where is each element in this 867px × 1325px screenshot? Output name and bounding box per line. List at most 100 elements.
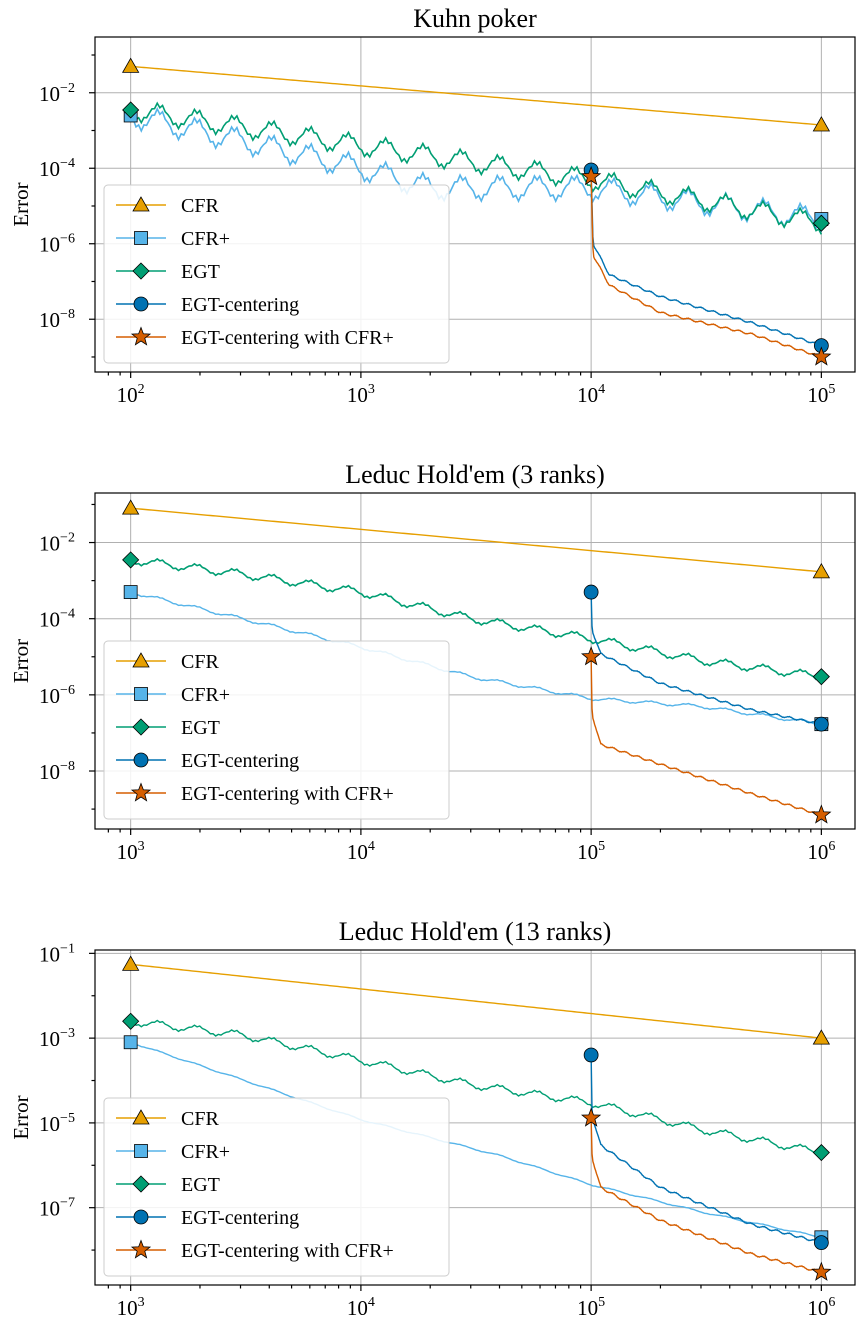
y-tick-exponent: −6 bbox=[60, 232, 75, 247]
x-tick-exponent: 5 bbox=[598, 1295, 605, 1310]
series-5-marker bbox=[581, 165, 602, 186]
series-5-marker bbox=[811, 1261, 832, 1281]
series-line-5 bbox=[590, 176, 822, 359]
x-tick-label-1: 103 bbox=[117, 1295, 145, 1320]
legend-box bbox=[103, 1097, 450, 1277]
x-tick-label-4: 106 bbox=[807, 1295, 835, 1320]
legend-1: CFR CFR+ EGT EGT-centering EGT-centering wit… bbox=[103, 184, 450, 364]
x-tick-label-1: 103 bbox=[117, 839, 145, 864]
series-5-marker bbox=[811, 346, 832, 366]
y-tick-label-4: 10−2 bbox=[39, 531, 75, 556]
series-line-1 bbox=[130, 963, 822, 1039]
x-tick-exponent: 3 bbox=[138, 839, 145, 854]
legend-marker-1 bbox=[132, 1109, 150, 1125]
series-line-4 bbox=[590, 1054, 822, 1245]
legend-marker-1 bbox=[132, 196, 150, 212]
series-line-2 bbox=[130, 1041, 822, 1239]
chart-title-2: Leduc Hold'em (3 ranks) bbox=[345, 460, 605, 489]
legend-marker-3 bbox=[132, 718, 150, 736]
series-2-marker bbox=[123, 585, 138, 599]
series-4-marker bbox=[813, 716, 829, 732]
x-tick-exponent: 6 bbox=[828, 1295, 835, 1310]
y-tick-label-2: 10−6 bbox=[39, 683, 75, 708]
legend-marker-5 bbox=[130, 326, 152, 346]
series-line-4 bbox=[590, 592, 822, 726]
legend-label-3: EGT bbox=[181, 1174, 220, 1196]
x-tick-exponent: 4 bbox=[368, 839, 375, 854]
series-3-marker bbox=[122, 101, 140, 119]
legend-marker-2 bbox=[134, 1144, 148, 1158]
series-1-marker bbox=[121, 57, 140, 73]
legend-label-1: CFR bbox=[181, 195, 219, 217]
y-tick-exponent: −8 bbox=[60, 307, 75, 322]
legend-2: CFR CFR+ EGT EGT-centering EGT-centering wit… bbox=[103, 640, 450, 820]
legend-marker-2 bbox=[134, 231, 148, 245]
series-line-3 bbox=[130, 1019, 822, 1158]
series-1-marker bbox=[121, 955, 140, 971]
y-tick-label-3: 10−4 bbox=[39, 156, 75, 181]
series-3-marker bbox=[812, 668, 830, 686]
legend-marker-4 bbox=[133, 752, 149, 768]
series-5-marker bbox=[581, 646, 602, 666]
x-tick-exponent: 5 bbox=[828, 382, 835, 397]
chart-title-1: Kuhn poker bbox=[413, 4, 537, 33]
legend-label-3: EGT bbox=[181, 261, 220, 283]
legend-marker-5 bbox=[130, 782, 152, 802]
series-5-marker bbox=[811, 804, 832, 824]
legend-label-5: EGT-centering with CFR+ bbox=[181, 783, 394, 805]
x-tick-exponent: 2 bbox=[138, 382, 145, 397]
series-1-marker bbox=[812, 116, 831, 132]
series-line-1 bbox=[130, 65, 822, 126]
y-tick-exponent: −2 bbox=[60, 81, 75, 96]
y-tick-exponent: −1 bbox=[60, 941, 75, 956]
legend-label-4: EGT-centering bbox=[181, 750, 299, 772]
x-tick-label-1: 102 bbox=[117, 382, 145, 407]
legend-marker-4 bbox=[133, 296, 149, 312]
legend-label-4: EGT-centering bbox=[181, 294, 299, 316]
y-tick-label-2: 10−5 bbox=[39, 1111, 75, 1136]
panel-3: 103 104 105 106 10−7 10−5 10−3 10−1 Leduc Hold'e… bbox=[9, 917, 856, 1325]
y-tick-label-1: 10−7 bbox=[39, 1196, 75, 1221]
y-tick-label-3: 10−3 bbox=[39, 1026, 75, 1051]
legend-label-5: EGT-centering with CFR+ bbox=[181, 1240, 394, 1262]
plot-frame bbox=[94, 36, 856, 373]
x-tick-label-4: 106 bbox=[807, 839, 835, 864]
x-tick-label-2: 104 bbox=[347, 1295, 375, 1320]
legend-label-3: EGT bbox=[181, 717, 220, 739]
legend-marker-3 bbox=[132, 1175, 150, 1193]
legend-marker-4 bbox=[133, 1209, 149, 1225]
x-tick-label-3: 105 bbox=[577, 839, 605, 864]
legend-marker-2 bbox=[134, 687, 148, 701]
series-2-marker bbox=[123, 1035, 138, 1050]
plot-frame bbox=[94, 492, 856, 830]
x-tick-label-2: 103 bbox=[347, 382, 375, 407]
series-3-marker bbox=[122, 1012, 140, 1030]
series-line-3 bbox=[130, 557, 822, 682]
legend-3: CFR CFR+ EGT EGT-centering EGT-centering wit… bbox=[103, 1097, 450, 1277]
series-1-marker bbox=[812, 563, 831, 579]
series-line-1 bbox=[130, 507, 822, 573]
y-axis-label-1: Error bbox=[9, 182, 33, 226]
x-tick-exponent: 5 bbox=[598, 839, 605, 854]
x-tick-exponent: 4 bbox=[368, 1295, 375, 1310]
series-line-5 bbox=[590, 1118, 822, 1275]
series-4-marker bbox=[583, 1047, 599, 1063]
x-tick-exponent: 6 bbox=[828, 839, 835, 854]
y-axis-label-3: Error bbox=[9, 1095, 33, 1139]
series-line-3 bbox=[130, 101, 823, 235]
x-tick-exponent: 4 bbox=[598, 382, 605, 397]
legend-marker-3 bbox=[132, 262, 150, 280]
legend-label-4: EGT-centering bbox=[181, 1207, 299, 1229]
series-1-marker bbox=[121, 499, 140, 515]
series-line-2 bbox=[129, 107, 823, 233]
series-line-2 bbox=[130, 591, 822, 727]
series-lines bbox=[130, 963, 822, 1275]
panel-1: 102 103 104 105 10−8 10−6 10−4 10−2 Kuhn poker Er… bbox=[9, 4, 856, 407]
y-tick-label-2: 10−6 bbox=[39, 232, 75, 257]
y-tick-label-4: 10−1 bbox=[39, 941, 75, 966]
series-lines bbox=[130, 507, 822, 817]
x-tick-label-4: 105 bbox=[807, 382, 835, 407]
legend-marker-5 bbox=[130, 1239, 152, 1259]
panel-2: 103 104 105 106 10−8 10−6 10−4 10−2 Leduc Hold'e… bbox=[9, 460, 856, 864]
